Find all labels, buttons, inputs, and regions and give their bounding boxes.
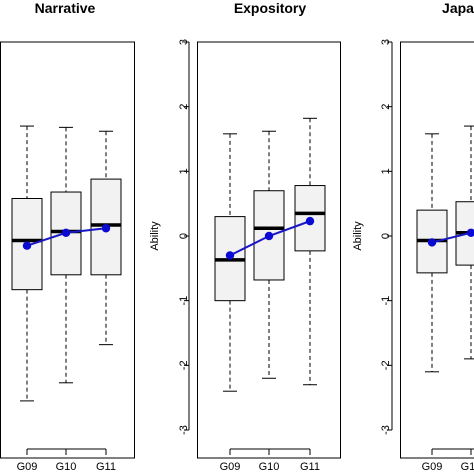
mean-point bbox=[427, 238, 437, 247]
x-tick-label: G10 bbox=[56, 461, 77, 473]
x-tick-label: G09 bbox=[17, 461, 38, 473]
x-tick-label: G09 bbox=[422, 461, 443, 473]
x-tick-label: G09 bbox=[220, 461, 241, 473]
panel-japa: Japa -3 -2 -1 0 1 2 3 Ability G09 G10 bbox=[352, 0, 474, 473]
y-tick-label: -2 bbox=[380, 360, 392, 370]
y-tick-label: 0 bbox=[178, 233, 190, 239]
x-tick-label: G11 bbox=[96, 461, 116, 473]
mean-point bbox=[22, 241, 32, 250]
mean-point bbox=[264, 231, 274, 241]
y-tick-label: 1 bbox=[178, 168, 190, 174]
x-tick-label: G11 bbox=[300, 461, 320, 473]
y-tick-label: -3 bbox=[178, 425, 190, 435]
plot-frame bbox=[0, 41, 135, 459]
y-tick-label: -3 bbox=[380, 425, 392, 435]
y-tick-label: -1 bbox=[380, 296, 392, 306]
mean-point bbox=[225, 251, 235, 260]
mean-point bbox=[466, 228, 474, 237]
y-tick-label: -1 bbox=[178, 296, 190, 306]
mean-point bbox=[61, 228, 71, 237]
y-tick-label: 2 bbox=[178, 104, 190, 110]
y-tick-label: 1 bbox=[380, 168, 392, 174]
y-axis-title: Ability bbox=[352, 221, 364, 251]
panel-title-japa: Japa bbox=[442, 0, 474, 16]
y-tick-label: -2 bbox=[178, 360, 190, 370]
y-tick-label: 0 bbox=[380, 233, 392, 239]
panel-expository: Expository -3 -2 -1 0 1 2 3 Ability G09 G10 G11 bbox=[149, 0, 341, 473]
mean-point bbox=[305, 216, 315, 226]
y-tick-label: 3 bbox=[380, 39, 392, 45]
plot-frame bbox=[197, 41, 341, 459]
x-tick-label: G10 bbox=[259, 461, 280, 473]
plot-frame bbox=[400, 41, 474, 459]
y-axis-title: Ability bbox=[149, 221, 161, 251]
panel-title-expository: Expository bbox=[234, 0, 307, 16]
panel-title-narrative: Narrative bbox=[35, 0, 96, 16]
y-tick-label: 3 bbox=[178, 39, 190, 45]
x-tick-label: G10 bbox=[461, 461, 474, 473]
mean-point bbox=[101, 224, 111, 233]
y-tick-label: 2 bbox=[380, 104, 392, 110]
panel-narrative: Narrative G09 G10 G11 bbox=[0, 0, 135, 473]
